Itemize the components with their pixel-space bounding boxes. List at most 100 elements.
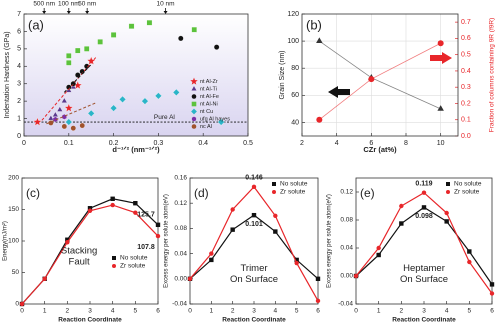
x-tick-label: 5 — [295, 308, 299, 315]
y-tick-label: 0.00 — [174, 276, 187, 283]
y-tick-label: 0.08 — [174, 225, 187, 232]
marker — [294, 257, 299, 263]
legend-label: Zr solute — [454, 189, 480, 196]
x-axis-label: Reaction Coordinate — [58, 317, 122, 324]
marker — [191, 101, 197, 107]
x-tick-label: 1 — [43, 308, 47, 315]
x-tick-label: 0.2 — [109, 140, 119, 147]
marker — [444, 219, 449, 224]
y-tick-label: 1 — [17, 115, 21, 122]
annotation: Stacking — [61, 246, 97, 257]
marker — [437, 40, 444, 47]
marker — [154, 92, 162, 100]
marker — [178, 35, 184, 42]
marker — [110, 202, 115, 208]
marker — [70, 125, 77, 131]
arrow-right — [430, 52, 452, 64]
marker — [75, 47, 81, 54]
marker — [110, 32, 117, 38]
marker — [52, 116, 58, 123]
y-tick-label: 50 — [12, 269, 20, 276]
legend-label: nt Al-Ni — [200, 101, 218, 107]
marker — [399, 221, 404, 226]
fit-line — [63, 64, 92, 93]
y2-tick-label: 0.5 — [461, 52, 471, 59]
x-tick-label: 5 — [134, 308, 138, 315]
y-tick-label: 150 — [8, 206, 19, 213]
annotation: On Surface — [230, 274, 278, 285]
x-tick-label: 4 — [445, 308, 449, 315]
fit-line — [46, 102, 96, 125]
marker — [251, 184, 257, 190]
marker — [315, 298, 321, 304]
plot-frame — [23, 13, 249, 137]
marker — [353, 273, 359, 279]
marker — [187, 276, 193, 281]
x-tick-label: 0 — [20, 308, 24, 315]
x-axis-label: Reaction Coordinate — [392, 317, 456, 324]
marker — [467, 259, 472, 265]
y-tick-label: 4 — [17, 63, 21, 70]
y2-tick-label: 0.3 — [461, 84, 471, 91]
y-tick-label: 2 — [17, 98, 21, 105]
legend-label: nt Al-Fe — [200, 94, 219, 100]
x2-tick-label: 10 nm — [157, 1, 175, 8]
value-label: 0.098 — [415, 213, 433, 220]
x-tick-label: 2 — [400, 308, 404, 315]
marker — [128, 23, 135, 29]
decorations — [41, 52, 452, 125]
y-axis-label: Grain Size (nm) — [279, 50, 286, 99]
marker — [446, 182, 450, 186]
marker — [273, 229, 278, 234]
x-axis-label: Reaction Coordinate — [222, 317, 286, 324]
x-tick-label: 0.5 — [243, 140, 253, 147]
y2-axis-label: Fraction of columns containing 9R (f9R) — [489, 18, 496, 133]
x-tick-label: 0.1 — [64, 140, 74, 147]
legend-label: Zr solute — [120, 263, 146, 270]
x-tick-label: 0 — [22, 140, 26, 147]
value-label: 107.8 — [137, 244, 155, 251]
marker — [172, 88, 180, 96]
x-tick-label: 8 — [404, 140, 408, 147]
x-axis-label: d⁻¹ᐟ² (nm⁻¹ᐟ²) — [112, 145, 160, 154]
y2-tick-label: 0.7 — [461, 19, 471, 26]
marker — [79, 122, 85, 129]
marker — [133, 210, 138, 215]
marker — [315, 276, 321, 281]
x-tick-label: 6 — [490, 308, 494, 315]
marker — [191, 116, 197, 122]
marker — [191, 86, 197, 91]
marker — [66, 60, 72, 66]
marker — [65, 240, 70, 245]
x-tick-label: 6 — [156, 308, 160, 315]
x-tick-label: 1 — [210, 308, 214, 315]
y-tick-label: -0.04 — [338, 301, 353, 308]
x2-tick-label: 100 nm — [58, 1, 80, 8]
y2-tick-label: 0.4 — [461, 68, 471, 75]
marker — [56, 106, 63, 112]
panel-label: (a) — [28, 17, 44, 32]
x2-tick-arrow — [163, 11, 168, 14]
y-tick-label: 80 — [291, 65, 299, 72]
legend-label: nc Al — [200, 124, 212, 130]
x-tick-label: 1 — [377, 308, 381, 315]
marker — [83, 46, 90, 52]
y-tick-label: 0.16 — [174, 175, 187, 182]
x-tick-label: 0.3 — [154, 140, 164, 147]
reference-label: Pure Al — [154, 114, 176, 121]
plot-frame — [355, 177, 493, 305]
marker — [191, 108, 197, 115]
marker — [155, 233, 161, 239]
marker — [112, 256, 116, 260]
marker — [399, 203, 404, 209]
x-tick-label: 2 — [231, 308, 235, 315]
marker — [146, 19, 153, 26]
y-tick-label: 5 — [17, 46, 21, 53]
marker — [444, 210, 449, 216]
marker — [217, 118, 225, 126]
legend-label: No solute — [280, 181, 308, 188]
legend-label: Zr solute — [280, 189, 306, 196]
marker — [316, 37, 323, 43]
panel-label: (e) — [360, 186, 375, 200]
